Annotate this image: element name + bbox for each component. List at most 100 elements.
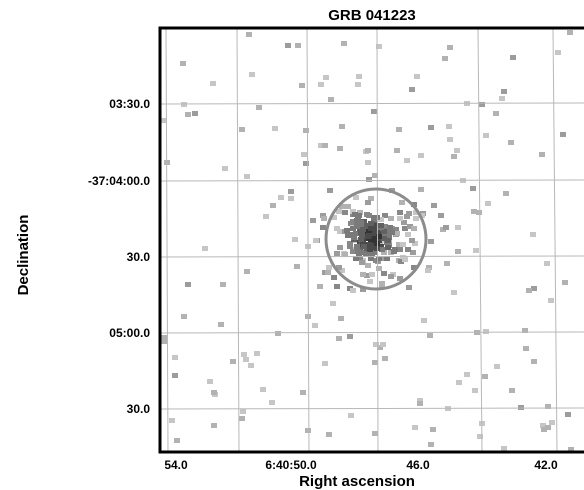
y-axis-label: Declination — [15, 215, 32, 296]
photon-pixel — [541, 427, 547, 432]
photon-pixel — [368, 226, 374, 231]
photon-pixel — [366, 242, 372, 247]
photon-pixel — [404, 214, 410, 219]
photon-pixel — [430, 427, 436, 432]
x-tick-label: 42.0 — [534, 458, 558, 472]
photon-pixel — [379, 247, 385, 252]
x-tick-label: 54.0 — [164, 458, 188, 472]
photon-pixel — [431, 203, 437, 208]
photon-pixel — [372, 231, 378, 236]
grid-line-ra — [477, 28, 483, 452]
photon-pixel — [220, 282, 226, 287]
photon-pixel — [337, 229, 343, 234]
photon-pixel — [483, 329, 489, 334]
photon-pixel — [345, 233, 351, 238]
x-axis-label: Right ascension — [299, 473, 415, 490]
photon-pixel — [373, 342, 379, 347]
photon-pixel — [244, 174, 250, 179]
photon-pixel — [355, 82, 361, 87]
photon-pixel — [161, 118, 167, 123]
photon-pixel — [368, 196, 374, 201]
photon-pixel — [278, 195, 284, 200]
photon-pixel — [365, 263, 371, 268]
photon-pixel — [421, 318, 427, 323]
photon-pixel — [394, 148, 400, 153]
photon-pixel — [477, 434, 483, 439]
photon-pixel — [442, 56, 448, 61]
photon-pixel — [426, 265, 432, 270]
photon-pixel — [345, 204, 351, 209]
photon-pixel — [241, 352, 247, 357]
photon-pixel — [411, 265, 417, 270]
photon-pixel — [185, 282, 191, 287]
photon-pixel — [318, 143, 324, 148]
photon-pixel — [455, 249, 461, 254]
chart-title: GRB 041223 — [328, 7, 416, 24]
photon-pixel — [210, 81, 216, 86]
photon-pixel — [317, 284, 323, 289]
x-tick-label: 46.0 — [406, 458, 430, 472]
photon-pixel — [270, 203, 276, 208]
photon-pixel — [347, 244, 353, 249]
photon-pixel — [374, 246, 380, 251]
photon-pixel — [349, 232, 355, 237]
photon-pixel — [360, 287, 366, 292]
photon-pixel — [334, 251, 340, 256]
photon-pixel — [336, 265, 342, 270]
photon-pixel — [387, 225, 393, 230]
photon-pixel — [320, 225, 326, 230]
photon-pixel — [388, 274, 394, 279]
photon-pixel — [357, 210, 363, 215]
grid-line-dec — [160, 255, 584, 258]
photon-pixel — [393, 227, 399, 232]
photon-pixel — [396, 127, 402, 132]
photon-pixel — [451, 154, 457, 159]
photon-pixel — [364, 251, 370, 256]
photon-pixel — [531, 286, 537, 291]
chart-labels: GRB 041223 54.0 6:40:50.0 46.0 42.0 03:3… — [15, 7, 558, 490]
photon-pixel — [419, 213, 425, 218]
photon-pixel — [368, 221, 374, 226]
photon-pixel — [418, 187, 424, 192]
photon-pixel — [180, 61, 186, 66]
photon-pixel — [218, 322, 224, 327]
photon-pixel — [382, 232, 388, 237]
photon-pixel — [322, 361, 328, 366]
y-tick-label: -37:04:00.0 — [88, 174, 150, 188]
photon-pixel — [328, 97, 334, 102]
photon-pixel — [485, 201, 491, 206]
photon-pixel — [303, 161, 309, 166]
photon-pixel — [394, 231, 400, 236]
photon-pixel — [357, 256, 363, 261]
photon-pixel — [376, 234, 382, 239]
photon-pixel — [222, 166, 228, 171]
photon-pixel — [544, 261, 550, 266]
photon-pixel — [406, 211, 412, 216]
photon-pixel — [339, 204, 345, 209]
photon-pixel — [413, 210, 419, 215]
photon-pixel — [192, 111, 198, 116]
photon-pixel — [285, 43, 291, 48]
photon-pixel — [292, 237, 298, 242]
photon-pixel — [444, 261, 450, 266]
photon-pixel — [501, 89, 507, 94]
photon-pixel — [545, 425, 551, 430]
photon-pixel — [240, 409, 246, 414]
photon-pixel — [351, 235, 357, 240]
photon-pixel — [354, 244, 360, 249]
photon-pixel — [372, 250, 378, 255]
photon-pixel — [379, 284, 385, 289]
photon-pixel — [334, 284, 340, 289]
photon-pixel — [380, 342, 386, 347]
photon-pixel — [412, 425, 418, 430]
photon-pixel — [405, 247, 411, 252]
photon-pixel — [299, 83, 305, 88]
photon-pixel — [359, 232, 365, 237]
photon-pixel — [366, 229, 372, 234]
photon-pixel — [362, 227, 368, 232]
photon-pixel — [482, 374, 488, 379]
grid-line-ra — [165, 28, 169, 452]
photon-pixel — [401, 220, 407, 225]
photon-pixel — [364, 224, 370, 229]
photon-pixel — [365, 200, 371, 205]
